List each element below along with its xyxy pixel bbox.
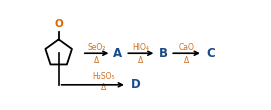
Text: C: C — [206, 47, 215, 60]
Text: Δ: Δ — [138, 56, 143, 65]
Text: B: B — [159, 47, 168, 60]
Text: D: D — [131, 78, 141, 91]
Text: A: A — [113, 47, 122, 60]
Text: Δ: Δ — [94, 56, 99, 65]
Text: HIO₄: HIO₄ — [133, 43, 149, 52]
Text: O: O — [54, 19, 63, 29]
Text: SeO₂: SeO₂ — [88, 43, 106, 52]
Text: Δ: Δ — [184, 56, 189, 65]
Text: H₂SO₅: H₂SO₅ — [92, 72, 115, 81]
Text: CaO: CaO — [179, 43, 195, 52]
Text: Δ: Δ — [101, 83, 106, 92]
